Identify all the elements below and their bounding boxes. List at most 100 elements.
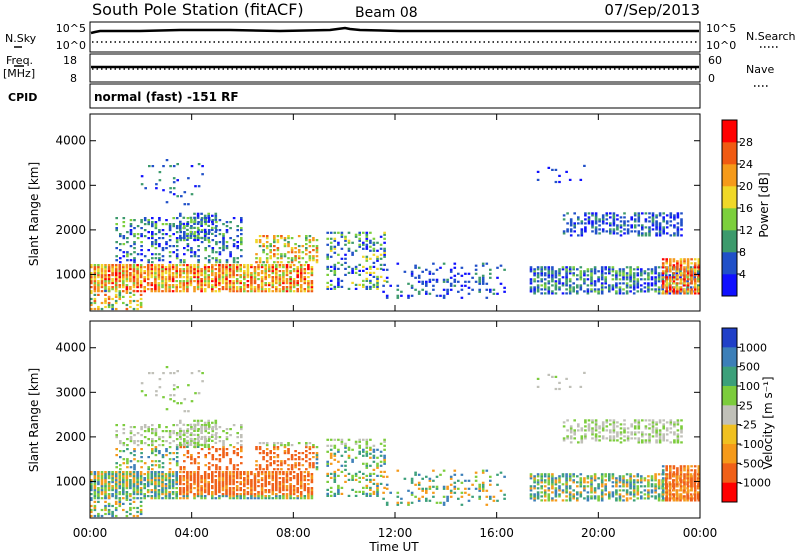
range-gate-cell — [376, 492, 379, 495]
range-gate-cell — [644, 232, 648, 235]
range-gate-cell — [626, 232, 630, 235]
range-gate-cell — [211, 239, 215, 242]
range-gate-cell — [225, 266, 228, 269]
range-gate-cell — [171, 278, 175, 281]
range-gate-cell — [676, 230, 680, 233]
range-gate-cell — [276, 241, 280, 244]
range-gate-cell — [107, 289, 111, 292]
range-gate-cell — [246, 473, 250, 476]
range-gate-cell — [558, 272, 561, 275]
range-gate-cell — [104, 489, 107, 492]
range-gate-cell — [347, 247, 351, 250]
range-gate-cell — [150, 276, 154, 279]
range-gate-cell — [214, 290, 218, 293]
range-gate-cell — [215, 257, 218, 260]
range-gate-cell — [183, 247, 186, 250]
range-gate-cell — [239, 475, 242, 478]
range-gate-cell — [686, 489, 690, 492]
range-gate-cell — [289, 497, 292, 500]
range-gate-cell — [337, 468, 340, 471]
range-gate-cell — [333, 271, 337, 274]
range-gate-cell — [215, 251, 218, 254]
range-gate-cell — [683, 473, 686, 476]
range-gate-cell — [176, 386, 179, 389]
range-gate-cell — [593, 491, 597, 494]
range-gate-cell — [307, 266, 310, 269]
range-gate-cell — [337, 438, 340, 441]
range-gate-cell — [414, 483, 417, 486]
range-gate-cell — [182, 423, 186, 426]
range-gate-cell — [683, 284, 686, 287]
range-gate-cell — [211, 220, 214, 223]
range-gate-cell — [139, 274, 143, 277]
range-gate-cell — [218, 282, 221, 285]
range-gate-cell — [565, 278, 568, 281]
range-gate-cell — [207, 274, 210, 277]
range-gate-cell — [579, 266, 583, 269]
range-gate-cell — [641, 232, 644, 235]
range-gate-cell — [572, 473, 575, 476]
range-gate-cell — [278, 481, 282, 484]
range-gate-cell — [307, 288, 310, 291]
range-gate-cell — [383, 249, 386, 252]
range-gate-cell — [697, 493, 701, 496]
range-gate-cell — [260, 471, 264, 474]
range-gate-cell — [579, 493, 583, 496]
range-gate-cell — [90, 272, 93, 275]
range-gate-cell — [594, 226, 598, 229]
range-gate-cell — [172, 193, 176, 196]
range-gate-cell — [354, 271, 358, 274]
range-gate-cell — [365, 462, 369, 465]
range-gate-cell — [529, 477, 533, 480]
range-gate-cell — [414, 276, 417, 279]
range-gate-cell — [275, 290, 278, 293]
range-gate-cell — [573, 433, 576, 436]
range-gate-cell — [632, 479, 636, 482]
range-gate-cell — [376, 257, 379, 260]
range-gate-cell — [329, 452, 333, 455]
range-gate-cell — [655, 220, 658, 223]
range-gate-cell — [196, 473, 200, 476]
range-gate-cell — [283, 243, 287, 246]
range-gate-cell — [151, 231, 154, 234]
range-gate-cell — [611, 266, 615, 269]
range-gate-cell — [280, 255, 283, 258]
range-gate-cell — [580, 230, 584, 233]
range-gate-cell — [240, 219, 243, 222]
range-gate-cell — [265, 444, 269, 447]
range-gate-cell — [275, 495, 278, 498]
range-gate-cell — [287, 452, 290, 455]
range-gate-cell — [376, 486, 379, 489]
range-gate-cell — [214, 437, 218, 440]
range-gate-cell — [661, 493, 665, 496]
range-gate-cell — [183, 239, 186, 242]
range-gate-cell — [449, 268, 453, 271]
range-gate-cell — [118, 491, 122, 494]
range-gate-cell — [683, 495, 686, 498]
range-gate-cell — [132, 489, 136, 492]
range-gate-cell — [161, 286, 164, 289]
range-gate-cell — [203, 280, 207, 283]
range-gate-cell — [211, 214, 214, 217]
range-gate-cell — [289, 479, 292, 482]
range-gate-cell — [115, 424, 118, 427]
range-gate-cell — [333, 285, 337, 288]
range-gate-cell — [661, 270, 665, 273]
range-gate-cell — [157, 481, 161, 484]
range-gate-cell — [594, 222, 598, 225]
range-gate-cell — [618, 270, 622, 273]
range-gate-cell — [690, 288, 693, 291]
range-gate-cell — [111, 268, 114, 271]
range-gate-cell — [369, 257, 372, 260]
range-gate-cell — [235, 290, 239, 293]
range-gate-cell — [140, 456, 143, 459]
range-gate-cell — [369, 241, 372, 244]
nave-tick-low: 0 — [708, 72, 715, 85]
range-gate-cell — [269, 452, 272, 455]
range-gate-cell — [175, 268, 178, 271]
range-gate-cell — [605, 218, 609, 221]
range-gate-cell — [161, 280, 164, 283]
range-gate-cell — [189, 282, 193, 285]
range-gate-cell — [572, 286, 575, 289]
range-gate-cell — [157, 471, 161, 474]
